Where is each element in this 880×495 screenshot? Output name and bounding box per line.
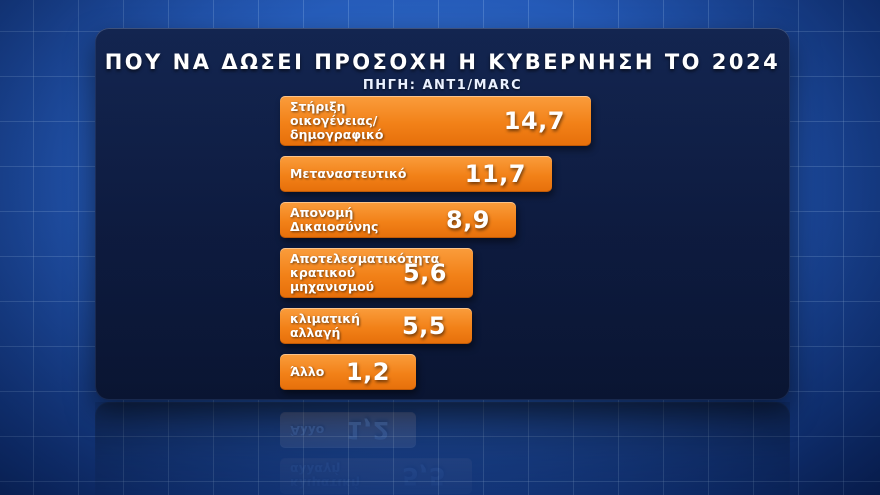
bar-chart: Στήριξη οικογένειας/ δημογραφικό 14,7 Με… [280, 96, 591, 390]
bar-label: Μεταναστευτικό [290, 166, 407, 181]
chart-title: ΠΟΥ ΝΑ ΔΩΣΕΙ ΠΡΟΣΟΧΗ Η ΚΥΒΕΡΝΗΣΗ ΤΟ 2024 [104, 50, 781, 74]
bar: Αποτελεσματικότητα κρατικού μηχανισμού 5… [280, 248, 473, 298]
bar-value: 5,6 [402, 259, 447, 287]
bar-label: Απονομή Δικαιοσύνης [290, 205, 379, 234]
bar-value: 14,7 [503, 107, 565, 135]
chart-source: ΠΗΓΗ: ANT1/MARC [362, 78, 523, 93]
bar-value: 5,5 [401, 312, 446, 340]
chart-panel: ΠΟΥ ΝΑ ΔΩΣΕΙ ΠΡΟΣΟΧΗ Η ΚΥΒΕΡΝΗΣΗ ΤΟ 2024… [95, 28, 790, 400]
bar: Άλλο 1,2 [280, 354, 416, 390]
bar-label: κλιματική αλλαγή [290, 311, 361, 340]
bar-label: Αποτελεσματικότητα κρατικού μηχανισμού [290, 251, 440, 294]
bar: Μεταναστευτικό 11,7 [280, 156, 552, 192]
bar: Στήριξη οικογένειας/ δημογραφικό 14,7 [280, 96, 591, 146]
bar-label: Στήριξη οικογένειας/ δημογραφικό [290, 99, 384, 142]
bar-value: 8,9 [445, 206, 490, 234]
bar: Απονομή Δικαιοσύνης 8,9 [280, 202, 516, 238]
bar-value: 1,2 [345, 358, 390, 386]
bar: κλιματική αλλαγή 5,5 [280, 308, 472, 344]
bar-label: Άλλο [290, 364, 325, 379]
bar-value: 11,7 [464, 160, 526, 188]
